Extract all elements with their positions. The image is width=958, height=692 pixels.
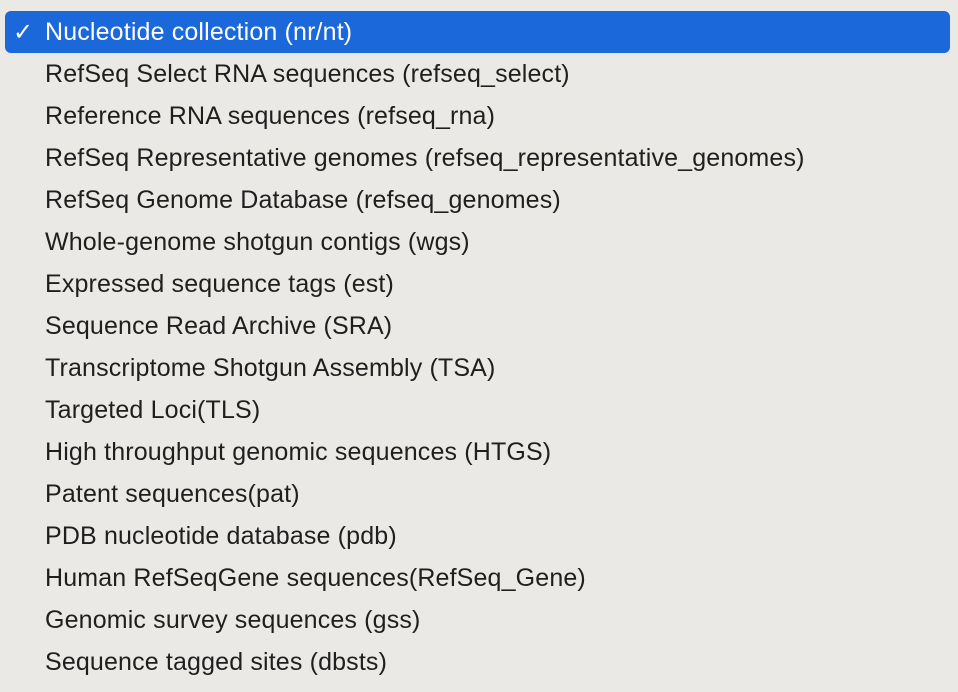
menu-item-refseq-rna[interactable]: Reference RNA sequences (refseq_rna) (5, 95, 950, 137)
menu-item-htgs[interactable]: High throughput genomic sequences (HTGS) (5, 431, 950, 473)
menu-item-label: RefSeq Select RNA sequences (refseq_sele… (45, 59, 570, 88)
menu-item-label: Expressed sequence tags (est) (45, 269, 394, 298)
menu-item-tsa[interactable]: Transcriptome Shotgun Assembly (TSA) (5, 347, 950, 389)
menu-item-gss[interactable]: Genomic survey sequences (gss) (5, 599, 950, 641)
menu-item-refseq-genomes[interactable]: RefSeq Genome Database (refseq_genomes) (5, 179, 950, 221)
menu-item-sra[interactable]: Sequence Read Archive (SRA) (5, 305, 950, 347)
menu-item-label: RefSeq Representative genomes (refseq_re… (45, 143, 805, 172)
menu-item-dbsts[interactable]: Sequence tagged sites (dbsts) (5, 641, 950, 683)
menu-item-label: Targeted Loci(TLS) (45, 395, 261, 424)
menu-item-refseq-gene[interactable]: Human RefSeqGene sequences(RefSeq_Gene) (5, 557, 950, 599)
menu-item-pat[interactable]: Patent sequences(pat) (5, 473, 950, 515)
menu-item-label: Human RefSeqGene sequences(RefSeq_Gene) (45, 563, 586, 592)
menu-item-nr-nt[interactable]: ✓ Nucleotide collection (nr/nt) (5, 11, 950, 53)
menu-item-refseq-representative-genomes[interactable]: RefSeq Representative genomes (refseq_re… (5, 137, 950, 179)
menu-item-wgs[interactable]: Whole-genome shotgun contigs (wgs) (5, 221, 950, 263)
menu-item-label: Sequence Read Archive (SRA) (45, 311, 393, 340)
menu-item-label: PDB nucleotide database (pdb) (45, 521, 397, 550)
menu-item-label: Patent sequences(pat) (45, 479, 300, 508)
menu-item-label: High throughput genomic sequences (HTGS) (45, 437, 552, 466)
menu-item-label: Reference RNA sequences (refseq_rna) (45, 101, 496, 130)
menu-item-label: Whole-genome shotgun contigs (wgs) (45, 227, 470, 256)
menu-item-label: Nucleotide collection (nr/nt) (45, 17, 353, 46)
menu-item-tls[interactable]: Targeted Loci(TLS) (5, 389, 950, 431)
menu-item-label: RefSeq Genome Database (refseq_genomes) (45, 185, 561, 214)
menu-item-label: Sequence tagged sites (dbsts) (45, 647, 388, 676)
menu-item-pdb[interactable]: PDB nucleotide database (pdb) (5, 515, 950, 557)
menu-item-label: Genomic survey sequences (gss) (45, 605, 421, 634)
menu-item-est[interactable]: Expressed sequence tags (est) (5, 263, 950, 305)
checkmark-icon: ✓ (13, 18, 34, 46)
menu-item-refseq-select[interactable]: RefSeq Select RNA sequences (refseq_sele… (5, 53, 950, 95)
menu-item-label: Transcriptome Shotgun Assembly (TSA) (45, 353, 496, 382)
